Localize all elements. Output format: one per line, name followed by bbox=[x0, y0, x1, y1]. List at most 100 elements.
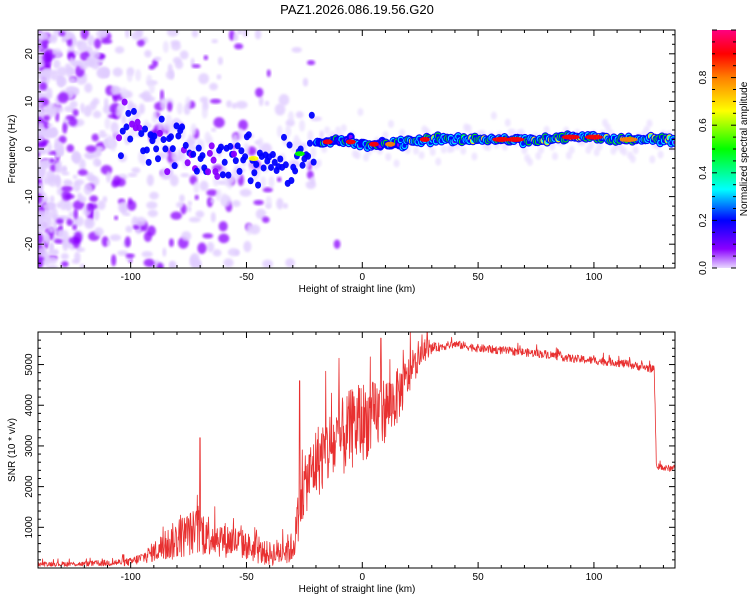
spectrogram-noise-cell bbox=[202, 233, 214, 239]
spectrogram-heatmap bbox=[38, 30, 675, 268]
spectrogram-noise-cell bbox=[112, 175, 121, 186]
spectrogram-peak-cell bbox=[385, 141, 396, 147]
spectrogram-noise-cell bbox=[68, 117, 78, 127]
spectrogram-noise-cell bbox=[291, 46, 303, 53]
spectrogram-noise-cell bbox=[72, 109, 79, 117]
spectrogram-noise-cell bbox=[61, 190, 72, 201]
spectrogram-ridge-cell bbox=[306, 139, 313, 147]
spectrogram-noise-cell bbox=[39, 82, 48, 91]
spectrogram-ridge-cell bbox=[119, 127, 126, 135]
colorbar-tick-label: 0.8 bbox=[698, 70, 709, 84]
spectrogram-haze-cell bbox=[629, 154, 636, 163]
spectrogram-noise-cell bbox=[39, 159, 50, 169]
spectrogram-haze-cell bbox=[632, 146, 639, 155]
spectrogram-noise-cell bbox=[210, 198, 215, 204]
spectrogram-noise-cell bbox=[144, 49, 152, 58]
spectrogram-noise-cell bbox=[38, 141, 47, 147]
spectrogram-haze-cell bbox=[193, 181, 200, 194]
spectrogram-ridge-cell bbox=[234, 142, 241, 150]
spectrogram-noise-cell bbox=[57, 229, 69, 240]
spectrogram-noise-cell bbox=[94, 38, 102, 49]
spectrogram-haze-cell bbox=[104, 117, 111, 130]
spectrogram-ridge-cell bbox=[251, 169, 258, 177]
spectrogram-ridge-cell bbox=[136, 124, 143, 132]
spectrogram-haze-cell bbox=[165, 114, 172, 127]
spectrogram-ridge-cell bbox=[245, 131, 252, 139]
spectrogram-peak-cell bbox=[584, 134, 603, 140]
spectrogram-noise-cell bbox=[52, 48, 57, 56]
spectrogram-noise-cell bbox=[106, 170, 112, 183]
spectrogram-noise-cell bbox=[66, 38, 73, 47]
spectrogram-noise-cell bbox=[136, 39, 145, 47]
spectrogram-ridge-cell bbox=[305, 152, 312, 160]
spectrogram-noise-cell bbox=[79, 263, 85, 268]
x-tick-label: 50 bbox=[473, 572, 485, 583]
spectrogram-noise-cell bbox=[51, 127, 57, 136]
spectrogram-ridge-cell bbox=[134, 118, 141, 126]
spectrogram-peak-cell bbox=[368, 141, 379, 147]
spectrogram-noise-cell bbox=[179, 50, 189, 60]
spectrogram-haze-cell bbox=[418, 151, 425, 160]
spectrogram-noise-cell bbox=[51, 69, 59, 76]
spectrogram-noise-cell bbox=[169, 174, 179, 187]
spectrogram-noise-cell bbox=[61, 171, 70, 176]
spectrogram-haze-cell bbox=[435, 157, 442, 166]
spectrogram-noise-cell bbox=[264, 100, 270, 106]
spectrogram-noise-cell bbox=[138, 103, 145, 115]
spectrogram-noise-cell bbox=[87, 203, 93, 212]
spectrogram-ridge-cell bbox=[208, 142, 215, 150]
spectrogram-haze-cell bbox=[526, 157, 533, 166]
spectrogram-noise-cell bbox=[262, 259, 274, 268]
spectrogram-noise-cell bbox=[309, 176, 316, 185]
spectrogram-noise-cell bbox=[206, 241, 215, 253]
spectrogram-haze-cell bbox=[118, 102, 125, 115]
spectrogram-ridge-cell bbox=[138, 130, 145, 138]
spectrogram-peak-cell bbox=[294, 151, 305, 157]
spectrogram-noise-cell bbox=[255, 87, 264, 98]
spectrogram-noise-cell bbox=[147, 225, 156, 237]
spectrogram-noise-cell bbox=[79, 159, 86, 171]
x-tick-label: 50 bbox=[473, 272, 485, 283]
spectrogram-ridge-cell bbox=[190, 150, 197, 158]
spectrogram-noise-cell bbox=[211, 127, 217, 132]
spectrogram-noise-cell bbox=[71, 259, 80, 264]
spectrogram-ridge-cell bbox=[123, 123, 130, 131]
spectrogram-noise-cell bbox=[109, 234, 122, 241]
spectrogram-noise-cell bbox=[64, 63, 72, 74]
spectrogram-noise-cell bbox=[38, 233, 43, 245]
spectrogram-noise-cell bbox=[285, 258, 295, 268]
snr-panel: -100 -50 0 50 100 1000 2000 3000 4000 5000 Heigh… bbox=[7, 331, 676, 595]
spectrogram-noise-cell bbox=[209, 98, 222, 104]
spectrogram-noise-cell bbox=[74, 179, 85, 186]
spectrogram-noise-cell bbox=[66, 218, 73, 226]
spectrogram-haze-cell bbox=[307, 130, 314, 143]
spectrogram-peak-cell bbox=[248, 156, 259, 162]
spectrogram-noise-cell bbox=[72, 174, 78, 180]
spectrogram-noise-cell bbox=[111, 254, 117, 267]
spectrogram-haze-cell bbox=[382, 131, 389, 140]
spectrogram-peak-cell bbox=[506, 136, 525, 142]
spectrogram-ridge-cell bbox=[153, 145, 160, 153]
spectrogram-ridge-cell bbox=[127, 135, 134, 143]
spectrogram-noise-cell bbox=[85, 145, 97, 153]
spectrogram-haze-cell bbox=[460, 146, 467, 155]
spectrogram-noise-cell bbox=[93, 209, 100, 221]
spectrogram-haze-cell bbox=[357, 108, 364, 117]
spectrogram-ridge-cell bbox=[253, 161, 260, 169]
spectrogram-ridge-cell bbox=[145, 158, 152, 166]
spectrogram-noise-cell bbox=[231, 200, 241, 208]
spectrogram-noise-cell bbox=[57, 76, 67, 87]
y-tick-label: 1000 bbox=[24, 516, 35, 539]
spectrogram-ridge-cell bbox=[184, 159, 191, 167]
spectrogram-noise-cell bbox=[59, 215, 72, 220]
spectrogram-noise-cell bbox=[125, 225, 133, 233]
spectrogram-noise-cell bbox=[91, 50, 101, 60]
spectrogram-noise-cell bbox=[50, 33, 58, 44]
x-tick-label: 0 bbox=[360, 572, 366, 583]
spectrogram-noise-cell bbox=[41, 221, 48, 228]
spectrogram-noise-cell bbox=[75, 40, 82, 47]
spectrogram-haze-cell bbox=[657, 150, 664, 159]
spectrogram-noise-cell bbox=[191, 30, 199, 38]
spectrogram-noise-cell bbox=[118, 201, 129, 214]
spectrogram-ridge-cell bbox=[195, 144, 202, 152]
